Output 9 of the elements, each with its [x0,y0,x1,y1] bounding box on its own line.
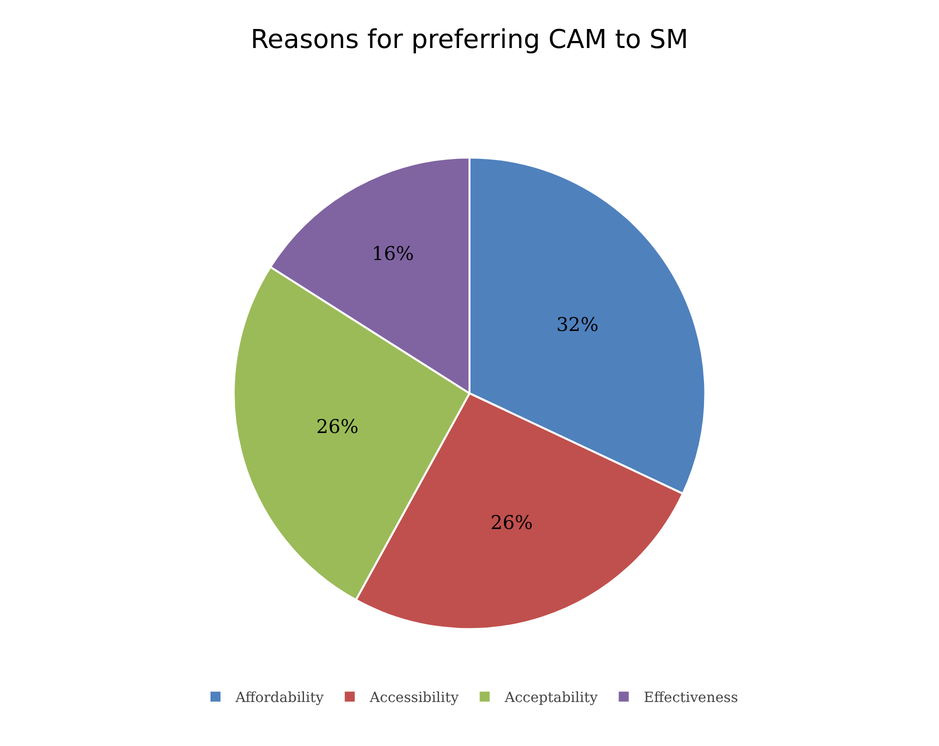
legend-label: Acceptability [504,690,598,706]
legend-label: Affordability [234,690,324,706]
data-label: 26% [490,512,533,534]
data-label: 26% [316,416,359,438]
data-label: 32% [556,314,599,336]
data-label: 16% [372,242,414,265]
chart-title: Reasons for preferring CAM to SM [250,25,688,56]
legend-label: Effectiveness [644,690,738,706]
legend-label: Accessibility [368,690,459,706]
